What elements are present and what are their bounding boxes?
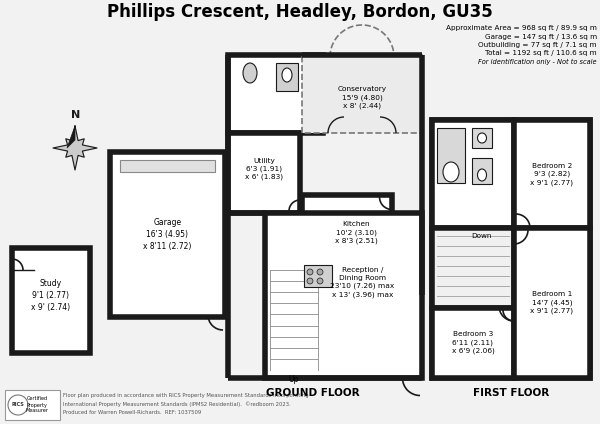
Text: Bedroom 1
14'7 (4.45)
x 9'1 (2.77): Bedroom 1 14'7 (4.45) x 9'1 (2.77) [530, 292, 574, 315]
Text: Total = 1192 sq ft / 110.6 sq m: Total = 1192 sq ft / 110.6 sq m [485, 50, 597, 56]
Bar [472, 158, 492, 184]
Text: Approximate Area = 968 sq ft / 89.9 sq m: Approximate Area = 968 sq ft / 89.9 sq m [446, 25, 597, 31]
Bar [120, 160, 215, 172]
Text: Garage = 147 sq ft / 13.6 sq m: Garage = 147 sq ft / 13.6 sq m [485, 33, 597, 39]
Text: Study
9'1 (2.77)
x 9' (2.74): Study 9'1 (2.77) x 9' (2.74) [31, 279, 71, 312]
Bar [302, 55, 422, 133]
Bar [228, 133, 300, 213]
Circle shape [8, 395, 28, 415]
Bar [276, 63, 298, 91]
Text: Certified: Certified [26, 396, 47, 402]
Bar [302, 195, 392, 295]
Text: Bedroom 3
6'11 (2.11)
x 6'9 (2.06): Bedroom 3 6'11 (2.11) x 6'9 (2.06) [452, 332, 494, 354]
Circle shape [307, 278, 313, 284]
Text: Kitchen
10'2 (3.10)
x 8'3 (2.51): Kitchen 10'2 (3.10) x 8'3 (2.51) [335, 221, 377, 245]
Circle shape [307, 269, 313, 275]
Bar [228, 55, 323, 133]
Bar [472, 128, 492, 148]
Text: Down: Down [471, 233, 491, 239]
Bar [437, 128, 465, 183]
Bar [432, 228, 514, 308]
Text: Reception /
Dining Room
23'10 (7.26) max
x 13' (3.96) max: Reception / Dining Room 23'10 (7.26) max… [330, 267, 394, 298]
Text: Bedroom 2
9'3 (2.82)
x 9'1 (2.77): Bedroom 2 9'3 (2.82) x 9'1 (2.77) [530, 162, 574, 186]
Text: Property: Property [26, 402, 47, 407]
Circle shape [317, 269, 323, 275]
Text: Garage
16'3 (4.95)
x 8'11 (2.72): Garage 16'3 (4.95) x 8'11 (2.72) [143, 218, 191, 251]
Ellipse shape [282, 68, 292, 82]
Bar [432, 120, 514, 228]
Text: Phillips Crescent, Headley, Bordon, GU35: Phillips Crescent, Headley, Bordon, GU35 [107, 3, 493, 21]
Text: GROUND FLOOR: GROUND FLOOR [266, 388, 360, 398]
Bar [514, 228, 590, 378]
Text: Outbuilding = 77 sq ft / 7.1 sq m: Outbuilding = 77 sq ft / 7.1 sq m [479, 42, 597, 48]
Text: For identification only - Not to scale: For identification only - Not to scale [478, 59, 597, 65]
Bar [265, 213, 422, 378]
Bar [5, 390, 60, 420]
Text: Utility
6'3 (1.91)
x 6' (1.83): Utility 6'3 (1.91) x 6' (1.83) [245, 157, 283, 181]
Bar [110, 152, 225, 317]
Polygon shape [67, 126, 75, 148]
Text: Up: Up [289, 376, 299, 385]
Text: Measurer: Measurer [25, 408, 49, 413]
Text: Floor plan produced in accordance with RICS Property Measurement Standards incor: Floor plan produced in accordance with R… [63, 393, 308, 399]
Circle shape [317, 278, 323, 284]
Text: RICS: RICS [11, 402, 25, 407]
Text: N: N [71, 110, 80, 120]
Bar [432, 308, 514, 378]
Bar [432, 120, 590, 378]
Text: International Property Measurement Standards (IPMS2 Residential).  ©redboom 2023: International Property Measurement Stand… [63, 401, 290, 407]
Polygon shape [53, 126, 97, 170]
Text: FIRST FLOOR: FIRST FLOOR [473, 388, 549, 398]
Text: Conservatory
15'9 (4.80)
x 8' (2.44): Conservatory 15'9 (4.80) x 8' (2.44) [337, 86, 386, 109]
Text: Produced for Warren Powell-Richards.  REF: 1037509: Produced for Warren Powell-Richards. REF… [63, 410, 201, 415]
Ellipse shape [443, 162, 459, 182]
Bar [12, 248, 90, 353]
Bar [304, 265, 332, 287]
Ellipse shape [243, 63, 257, 83]
Bar [514, 120, 590, 228]
Ellipse shape [478, 133, 487, 143]
Ellipse shape [478, 169, 487, 181]
